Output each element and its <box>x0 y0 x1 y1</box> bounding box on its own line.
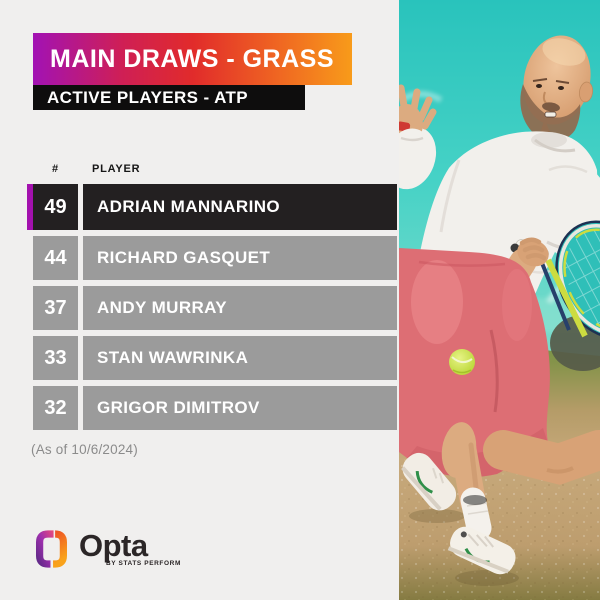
page-subtitle: ACTIVE PLAYERS - ATP <box>47 88 249 107</box>
rank-value: 33 <box>33 336 78 380</box>
player-name: ANDY MURRAY <box>83 286 397 330</box>
rank-value: 32 <box>33 386 78 430</box>
opta-name: Opta <box>79 528 148 563</box>
page-title: MAIN DRAWS - GRASS <box>50 45 334 73</box>
stats-panel: MAIN DRAWS - GRASS ACTIVE PLAYERS - ATP … <box>27 33 397 568</box>
subtitle-banner: ACTIVE PLAYERS - ATP <box>33 85 305 110</box>
player-name: GRIGOR DIMITROV <box>83 386 397 430</box>
table-row: 49 ADRIAN MANNARINO <box>27 184 397 230</box>
table-row: 44 RICHARD GASQUET <box>33 236 397 280</box>
rank-value: 44 <box>33 236 78 280</box>
tennis-player-photo <box>399 0 600 600</box>
rank-value: 37 <box>33 286 78 330</box>
column-header-player: PLAYER <box>92 163 141 175</box>
player-name: ADRIAN MANNARINO <box>83 184 397 230</box>
opta-logo-icon <box>36 530 67 568</box>
opta-wordmark: Opta BY STATS PERFORM <box>79 528 181 567</box>
as-of-date: (As of 10/6/2024) <box>31 442 138 457</box>
players-table: 49 ADRIAN MANNARINO 44 RICHARD GASQUET 3… <box>27 184 397 436</box>
column-header-rank: # <box>52 163 59 175</box>
opta-branding: Opta BY STATS PERFORM <box>36 528 181 568</box>
stats-perform-byline: BY STATS PERFORM <box>106 560 181 567</box>
table-row: 33 STAN WAWRINKA <box>33 336 397 380</box>
rank-value: 49 <box>33 184 78 230</box>
player-name: STAN WAWRINKA <box>83 336 397 380</box>
table-row: 37 ANDY MURRAY <box>33 286 397 330</box>
table-row: 32 GRIGOR DIMITROV <box>33 386 397 430</box>
player-name: RICHARD GASQUET <box>83 236 397 280</box>
title-banner: MAIN DRAWS - GRASS <box>33 33 352 85</box>
